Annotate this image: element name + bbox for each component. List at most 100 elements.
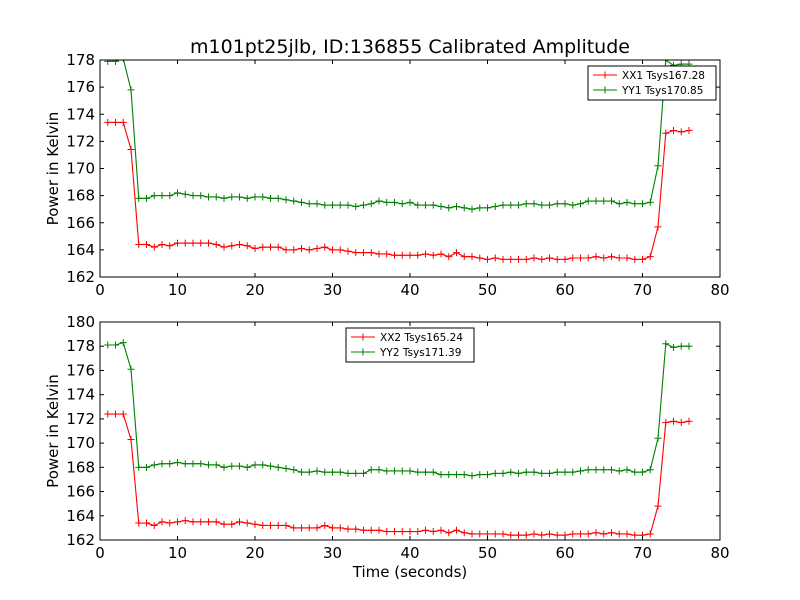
data-point: [212, 518, 220, 526]
x-tick-label: 40: [400, 281, 419, 299]
data-point: [282, 196, 290, 204]
data-point: [251, 461, 259, 469]
data-point: [677, 342, 685, 350]
data-point: [453, 202, 460, 210]
data-point: [670, 417, 677, 425]
data-point: [259, 243, 267, 251]
data-point: [561, 200, 569, 208]
data-point: [515, 531, 522, 539]
y-tick-label: 162: [66, 268, 95, 286]
data-point: [460, 529, 468, 537]
legend: XX1 Tsys167.28 YY1 Tsys170.85: [587, 65, 717, 101]
data-point: [166, 460, 174, 468]
data-point: [298, 245, 305, 253]
legend-entry: YY2 Tsys171.39: [351, 347, 461, 359]
data-point: [677, 419, 685, 427]
data-point: [491, 254, 499, 262]
legend-box: [587, 65, 717, 101]
data-point: [422, 250, 429, 258]
data-point: [143, 240, 150, 248]
legend-swatch-marker: [601, 86, 609, 94]
data-point: [383, 250, 391, 258]
data-point: [290, 524, 298, 532]
data-point: [615, 467, 623, 475]
data-point: [243, 519, 251, 527]
data-point: [468, 205, 476, 213]
data-point: [344, 469, 352, 477]
data-point: [592, 529, 600, 537]
data-point: [360, 201, 367, 209]
data-point: [623, 198, 631, 206]
data-point: [507, 255, 515, 263]
data-point: [305, 524, 313, 532]
x-tick-label: 80: [710, 281, 729, 299]
data-point: [189, 192, 197, 200]
data-point: [530, 468, 538, 476]
data-point: [104, 60, 112, 65]
data-point: [135, 519, 143, 527]
data-point: [646, 198, 654, 206]
data-point: [243, 194, 251, 202]
data-point: [499, 530, 507, 538]
series-2: [104, 60, 693, 213]
data-point: [476, 471, 484, 479]
data-point: [538, 531, 546, 539]
y-tick-label: 166: [66, 483, 95, 501]
data-point: [546, 254, 553, 262]
x-tick-label: 40: [400, 544, 419, 562]
data-point: [360, 526, 367, 534]
plot-area: [104, 60, 693, 263]
y-tick-label: 168: [66, 187, 95, 205]
data-point: [654, 502, 662, 510]
data-point: [646, 253, 654, 261]
data-point: [127, 365, 135, 373]
data-point: [290, 466, 298, 474]
data-point: [600, 530, 608, 538]
data-point: [437, 471, 445, 479]
y-tick-label: 178: [66, 337, 95, 355]
data-point: [367, 200, 375, 208]
data-point: [391, 198, 398, 206]
data-point: [236, 193, 243, 201]
x-tick-label: 10: [168, 281, 187, 299]
x-axis-label: Time (seconds): [352, 563, 468, 581]
data-point: [491, 202, 499, 210]
data-point: [507, 531, 515, 539]
data-point: [236, 240, 243, 248]
data-point: [290, 197, 298, 205]
data-point: [515, 201, 522, 209]
data-point: [530, 254, 538, 262]
legend-entry: XX2 Tsys165.24: [351, 332, 463, 344]
data-point: [600, 254, 608, 262]
data-point: [236, 518, 243, 526]
data-point: [391, 251, 398, 259]
data-point: [677, 128, 685, 136]
data-point: [546, 201, 553, 209]
data-point: [321, 201, 329, 209]
data-point: [569, 530, 577, 538]
data-point: [569, 201, 577, 209]
x-tick-label: 30: [323, 544, 342, 562]
data-point: [352, 202, 360, 210]
data-point: [298, 468, 305, 476]
data-point: [205, 518, 212, 526]
legend-label: XX1 Tsys167.28: [622, 70, 705, 82]
data-point: [414, 528, 422, 536]
data-point: [367, 466, 375, 474]
data-point: [623, 466, 631, 474]
data-point: [383, 198, 391, 206]
data-point: [484, 471, 491, 479]
data-point: [158, 192, 166, 200]
data-point: [189, 518, 197, 526]
data-point: [212, 461, 220, 469]
data-point: [445, 204, 453, 212]
data-point: [538, 201, 546, 209]
data-point: [631, 468, 639, 476]
series-line: [107, 121, 690, 260]
data-point: [112, 341, 119, 349]
data-point: [654, 223, 662, 231]
data-point: [166, 242, 174, 250]
data-point: [491, 530, 499, 538]
legend-entry: XX1 Tsys167.28: [593, 70, 705, 82]
